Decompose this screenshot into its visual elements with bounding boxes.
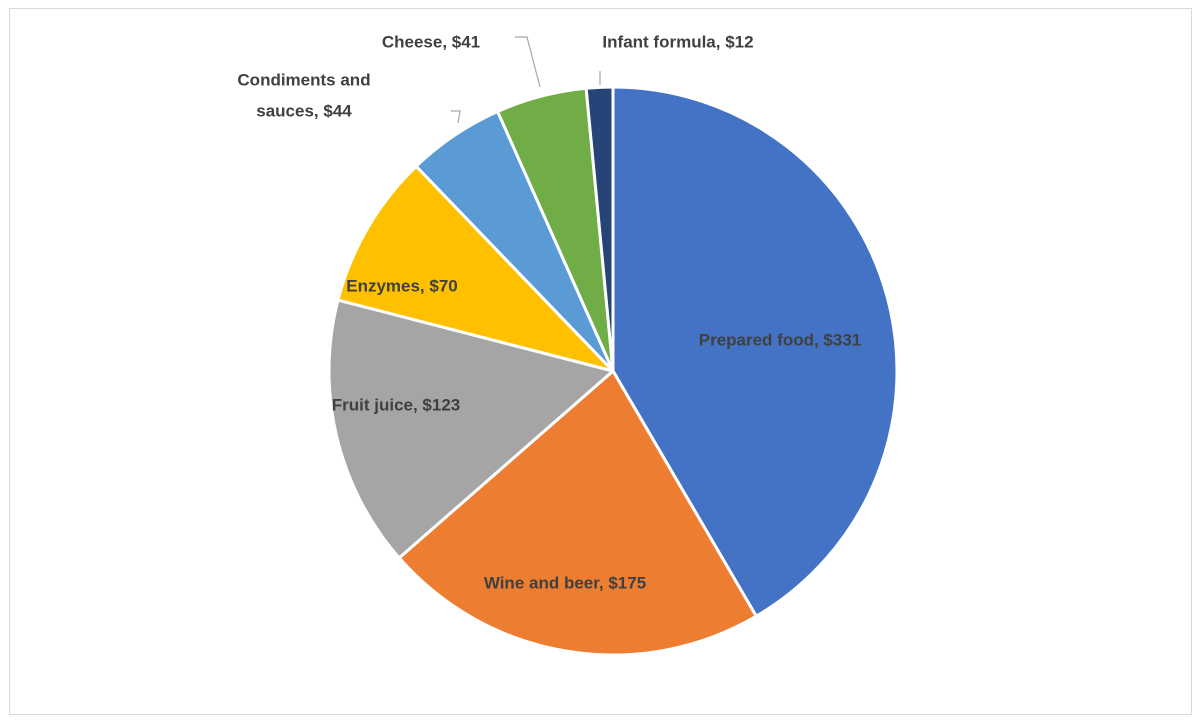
data-label-enzymes: Enzymes, $70: [346, 276, 458, 295]
leader-lines: [451, 36, 601, 124]
pie-slice-prepared-food: [611, 85, 899, 618]
chart-area: Prepared food, $331 Wine and beer, $175 Fr…: [9, 8, 1192, 715]
pie-slice-enzymes: [336, 164, 615, 373]
data-label-fruit-juice: Fruit juice, $123: [332, 395, 461, 414]
leader-line-cheese: [515, 36, 541, 88]
leader-line-condiments-and-sauces: [451, 110, 461, 124]
pie-chart: Prepared food, $331 Wine and beer, $175 Fr…: [237, 32, 899, 657]
pie-slice-infant-formula: [584, 85, 615, 373]
data-label-condiments-and-sauces: Condiments and sauces, $44: [237, 70, 370, 120]
data-label-prepared-food: Prepared food, $331: [699, 330, 862, 349]
data-labels: Prepared food, $331 Wine and beer, $175 Fr…: [237, 32, 861, 592]
pie-slice-fruit-juice: [327, 298, 615, 560]
data-label-wine-and-beer: Wine and beer, $175: [484, 573, 646, 592]
pie-slices: [327, 85, 899, 657]
pie-slice-wine-and-beer: [397, 369, 758, 657]
data-label-infant-formula: Infant formula, $12: [602, 32, 753, 51]
data-label-cheese: Cheese, $41: [382, 32, 480, 51]
